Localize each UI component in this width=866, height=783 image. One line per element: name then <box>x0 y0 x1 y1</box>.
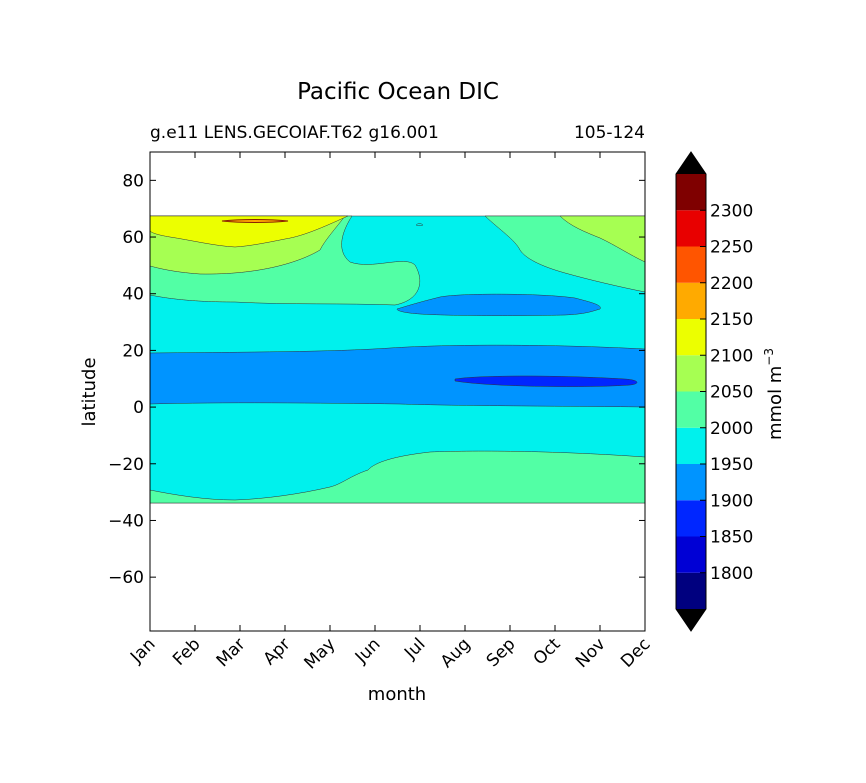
colorbar-tick-label: 2000 <box>710 419 753 439</box>
y-tick-label: 20 <box>122 341 144 361</box>
colorbar-swatch <box>676 210 706 247</box>
colorbar-swatch <box>676 391 706 428</box>
y-axis-label: latitude <box>79 357 100 426</box>
x-tick-label: Nov <box>572 634 610 672</box>
colorbar-swatch <box>676 427 706 464</box>
colorbar-tick-label: 1900 <box>710 491 753 511</box>
contour-region-1900-north <box>396 293 601 316</box>
chart-title: Pacific Ocean DIC <box>297 79 499 105</box>
x-tick-label: May <box>301 634 340 673</box>
colorbar-tick-label: 2150 <box>710 310 753 330</box>
colorbar-tick-label: 2250 <box>710 238 753 258</box>
y-tick-label: 80 <box>122 171 144 191</box>
colorbar: 1800 1850 1900 1950 2000 2050 2100 2150 2200 2250… <box>675 151 753 632</box>
colorbar-swatch <box>676 500 706 537</box>
x-tick-label: Sep <box>483 634 520 671</box>
colorbar-swatch <box>676 464 706 501</box>
colorbar-label-exponent: −3 <box>762 348 776 366</box>
x-tick-label: Jan <box>126 634 159 667</box>
x-axis-label: month <box>368 684 426 705</box>
colorbar-tick-label: 2100 <box>710 346 753 366</box>
contour-fill-group <box>150 152 645 631</box>
colorbar-tick-label: 2200 <box>710 274 753 294</box>
contour-region-2050-northeast <box>559 215 645 263</box>
colorbar-tick-label: 1950 <box>710 455 753 475</box>
plot-frame <box>149 151 646 632</box>
colorbar-swatch <box>676 319 706 356</box>
colorbar-label-text: mmol m <box>765 366 786 440</box>
colorbar-label: mmol m−3 <box>762 348 786 440</box>
chart-subtitle-right: 105-124 <box>574 123 645 143</box>
y-tick-label: 0 <box>133 398 144 418</box>
colorbar-swatch <box>676 246 706 283</box>
colorbar-extend-bottom <box>676 609 706 631</box>
x-tick-label: Jun <box>351 634 385 668</box>
contour-region-2100-north <box>150 215 349 248</box>
colorbar-swatch <box>676 536 706 573</box>
chart-subtitle-left: g.e11 LENS.GECOIAF.T62 g16.001 <box>150 123 439 143</box>
contour-region-small-jul <box>415 223 424 226</box>
x-tick-label: Apr <box>260 634 295 669</box>
x-tick-label: Jul <box>400 634 429 663</box>
colorbar-tick-label: 2050 <box>710 383 753 403</box>
y-tick-label: −40 <box>108 511 144 531</box>
x-tick-label: Aug <box>437 634 475 672</box>
colorbar-extend-top <box>676 152 706 174</box>
y-tick-label: 40 <box>122 285 144 305</box>
y-tick-label: 60 <box>122 228 144 248</box>
colorbar-swatch <box>676 355 706 392</box>
colorbar-tick-label: 2300 <box>710 201 753 221</box>
colorbar-swatch <box>676 174 706 211</box>
colorbar-tick-label: 1800 <box>710 564 753 584</box>
colorbar-swatch <box>676 282 706 319</box>
x-tick-label: Mar <box>213 634 250 671</box>
contour-region-1850-equator <box>454 375 638 387</box>
colorbar-tick-label: 1850 <box>710 528 753 548</box>
contour-region-2000-south <box>150 450 645 504</box>
y-tick-label: −60 <box>108 568 144 588</box>
y-tick-label: −20 <box>108 455 144 475</box>
colorbar-outline <box>675 151 707 632</box>
colorbar-swatch <box>676 572 706 609</box>
x-tick-label: Dec <box>617 634 654 671</box>
contour-region-1900-equator <box>150 344 645 408</box>
x-tick-label: Feb <box>169 634 204 669</box>
contour-region-2150-sliver <box>221 219 289 223</box>
x-tick-label: Oct <box>530 634 565 669</box>
y-axis-ticks: 80 60 40 20 0 −20 −40 −60 <box>108 171 645 588</box>
